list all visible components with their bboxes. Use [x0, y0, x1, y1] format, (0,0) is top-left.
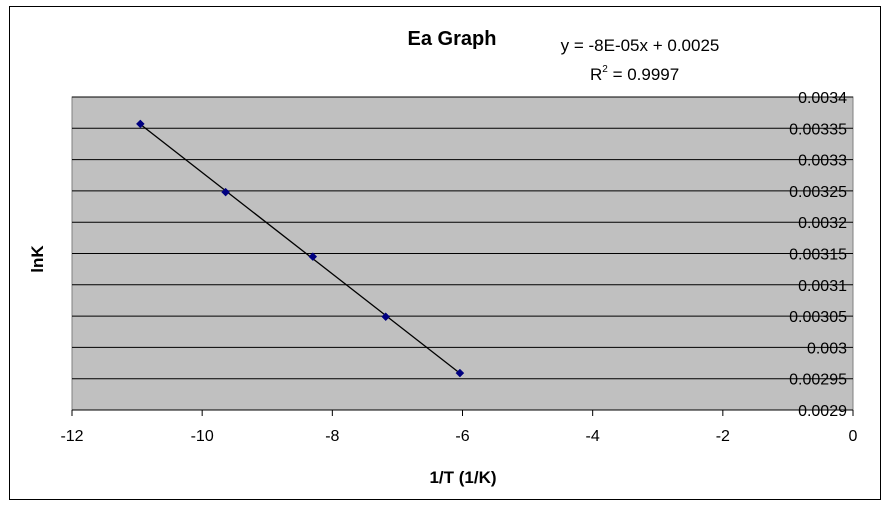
- y-tick-label: 0.003: [807, 340, 847, 357]
- x-tick-label: -8: [325, 428, 339, 445]
- x-tick-label: -6: [455, 428, 469, 445]
- y-tick-label: 0.0029: [798, 403, 847, 420]
- y-tick-label: 0.0032: [798, 215, 847, 232]
- data-point: [381, 312, 391, 322]
- data-point: [455, 368, 465, 378]
- y-tick-label: 0.0033: [798, 153, 847, 170]
- x-tick-label: -12: [60, 428, 83, 445]
- data-point: [135, 119, 145, 129]
- data-points: [135, 119, 465, 378]
- r-squared-label: R2 = 0.9997: [590, 64, 679, 84]
- y-tick-label: 0.00305: [789, 309, 847, 326]
- data-point: [221, 187, 230, 197]
- data-point: [308, 252, 318, 261]
- y-tick-labels: 0.0029 0.00295 0.003 0.00305 0.0031 0.00315 0.…: [789, 90, 847, 420]
- x-tick-label: -4: [586, 428, 600, 445]
- x-tick-labels: -12 -10 -8 -6 -4 -2 0: [60, 428, 857, 445]
- x-tick-label: 0: [849, 428, 858, 445]
- y-axis-title: lnK: [28, 245, 47, 273]
- y-tick-label: 0.00335: [789, 121, 847, 138]
- y-tick-label: 0.00325: [789, 184, 847, 201]
- linear-trendline: [139, 123, 461, 374]
- x-axis-title: 1/T (1/K): [429, 468, 496, 487]
- chart-title: Ea Graph: [408, 28, 497, 50]
- y-tick-label: 0.0034: [798, 90, 847, 107]
- scatter-chart: Ea Graph y = -8E-05x + 0.0025 R2 = 0.999…: [28, 28, 858, 487]
- trendline-equation: y = -8E-05x + 0.0025: [561, 36, 720, 55]
- y-tick-label: 0.00315: [789, 247, 847, 264]
- chart-frame: Ea Graph y = -8E-05x + 0.0025 R2 = 0.999…: [9, 6, 881, 500]
- y-tick-label: 0.0031: [798, 278, 847, 295]
- x-axis: [71, 409, 854, 416]
- y-tick-label: 0.00295: [789, 372, 847, 389]
- x-tick-label: -10: [191, 428, 214, 445]
- x-tick-label: -2: [716, 428, 730, 445]
